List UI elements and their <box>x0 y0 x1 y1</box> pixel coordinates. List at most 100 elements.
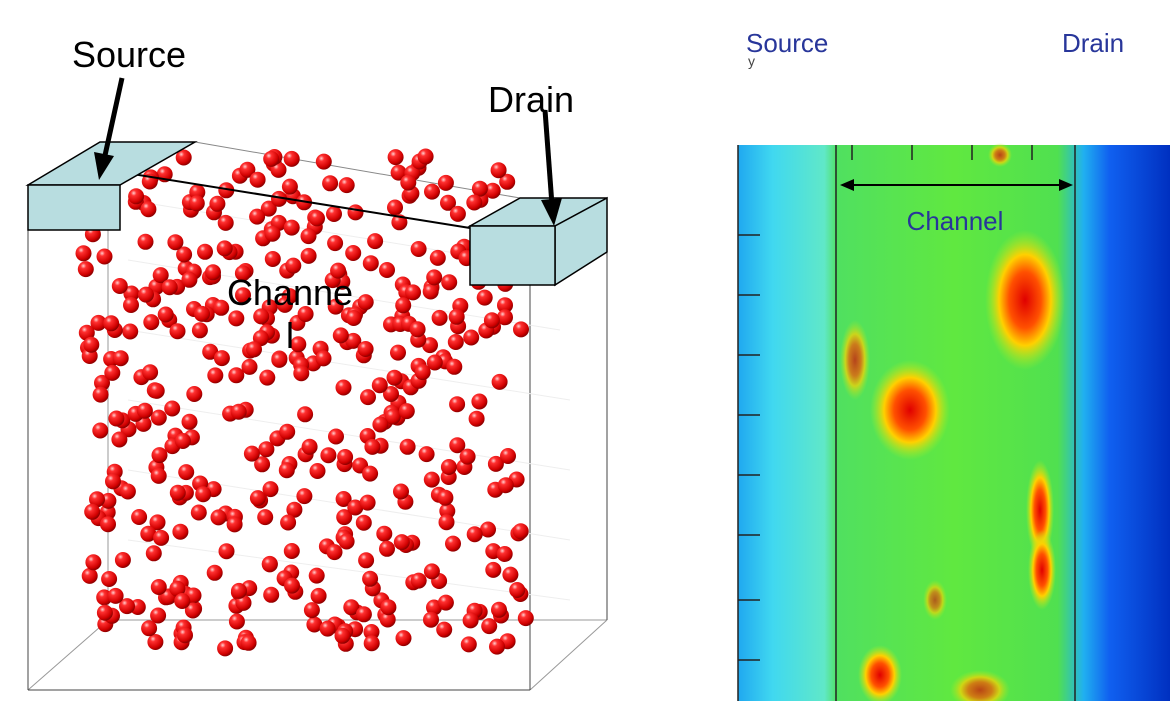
particle <box>502 567 518 583</box>
particle <box>393 484 409 500</box>
particle <box>97 605 113 621</box>
particle <box>108 411 124 427</box>
particle <box>143 314 159 330</box>
particle <box>439 514 455 530</box>
particle <box>438 595 454 611</box>
particle <box>423 612 439 628</box>
particle <box>467 526 483 542</box>
particle <box>262 556 278 572</box>
particle <box>304 602 320 618</box>
particle <box>469 411 485 427</box>
particle <box>195 486 211 502</box>
particle <box>83 337 99 353</box>
particle <box>228 367 244 383</box>
source-pad <box>28 142 195 230</box>
particle <box>93 387 109 403</box>
particle <box>445 536 461 552</box>
particle <box>356 515 372 531</box>
particle <box>449 396 465 412</box>
particle <box>265 226 281 242</box>
particle <box>279 462 295 478</box>
source-label: Source <box>746 28 828 58</box>
particle <box>491 162 507 178</box>
particle <box>174 593 190 609</box>
particle <box>450 206 466 222</box>
drain-label: Drain <box>488 79 574 120</box>
scene: Source Drain Channe l Channel Source Dra… <box>0 0 1170 701</box>
particle <box>244 446 260 462</box>
particle <box>358 341 374 357</box>
particle <box>76 245 92 261</box>
channel-label: Channel <box>907 206 1004 236</box>
particle <box>372 377 388 393</box>
particle <box>85 554 101 570</box>
particle <box>320 447 336 463</box>
particle <box>170 485 186 501</box>
particle <box>207 565 223 581</box>
particle <box>426 269 442 285</box>
particle <box>471 394 487 410</box>
particle <box>424 184 440 200</box>
particle <box>241 635 257 651</box>
particle <box>327 544 343 560</box>
particle <box>362 571 378 587</box>
particle <box>438 175 454 191</box>
particle <box>141 620 157 636</box>
particle <box>131 509 147 525</box>
particle <box>217 640 233 656</box>
particle <box>172 524 188 540</box>
particle <box>181 272 197 288</box>
particle <box>82 568 98 584</box>
particle <box>436 622 452 638</box>
particle <box>284 151 300 167</box>
particle <box>424 563 440 579</box>
particle <box>463 612 479 628</box>
particle <box>311 588 327 604</box>
particle <box>345 245 361 261</box>
particle <box>309 210 325 226</box>
particle <box>461 636 477 652</box>
particle <box>448 334 464 350</box>
particle <box>113 350 129 366</box>
particle <box>367 233 383 249</box>
particle <box>509 582 525 598</box>
particle <box>84 504 100 520</box>
particle <box>337 449 353 465</box>
particle <box>423 284 439 300</box>
particle <box>151 579 167 595</box>
particle <box>339 534 355 550</box>
particle <box>101 571 117 587</box>
particle <box>146 545 162 561</box>
particle <box>263 587 279 603</box>
particle <box>112 278 128 294</box>
particle <box>336 380 352 396</box>
particle <box>446 359 462 375</box>
particle <box>327 235 343 251</box>
particle <box>379 541 395 557</box>
particle <box>197 244 213 260</box>
particle <box>123 297 139 313</box>
particle <box>380 599 396 615</box>
particle <box>111 432 127 448</box>
channel-label: Channe <box>227 272 353 313</box>
particle <box>271 352 287 368</box>
particle <box>466 195 482 211</box>
particle <box>158 307 174 323</box>
particle <box>242 359 258 375</box>
particle <box>400 439 416 455</box>
axis-label: y <box>748 53 755 69</box>
particle <box>151 468 167 484</box>
particle <box>297 406 313 422</box>
particle <box>310 463 326 479</box>
particle <box>229 614 245 630</box>
particle <box>162 279 178 295</box>
particle <box>128 188 144 204</box>
particle <box>328 429 344 445</box>
particle <box>411 573 427 589</box>
particle <box>280 515 296 531</box>
particle <box>105 473 121 489</box>
particle <box>491 602 507 618</box>
particle <box>192 322 208 338</box>
particle <box>364 439 380 455</box>
particle <box>497 546 513 562</box>
